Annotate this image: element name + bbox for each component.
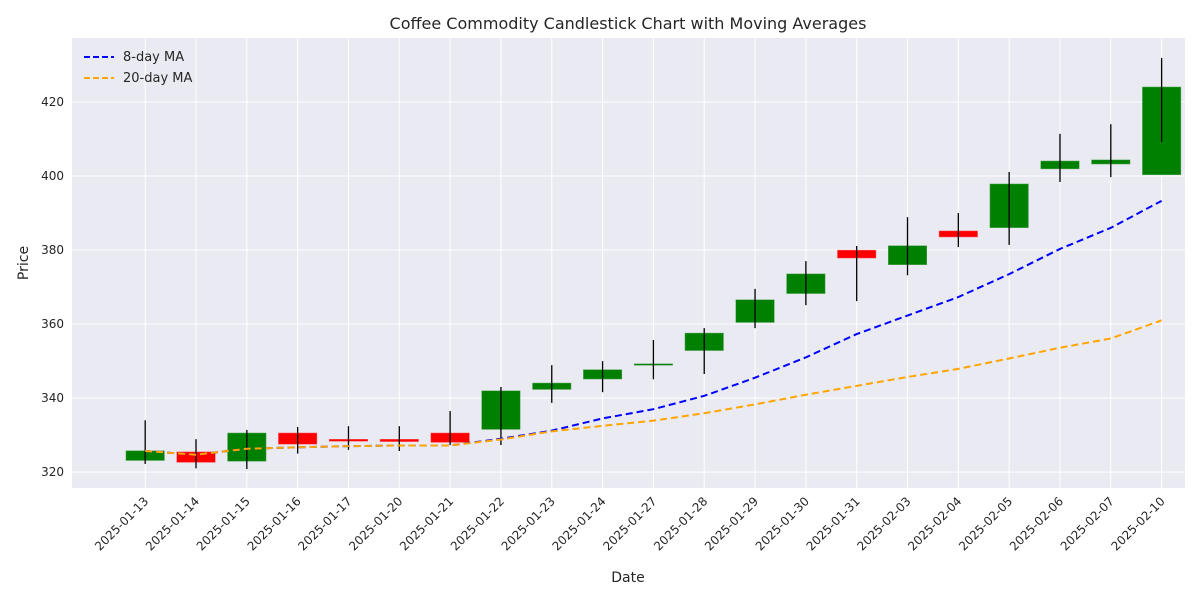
x-tick-label: 2025-01-16 (245, 494, 304, 553)
x-tick-label: 2025-01-27 (600, 494, 659, 553)
y-tick-label: 320 (41, 465, 64, 479)
y-tick-label: 340 (41, 391, 64, 405)
x-tick-label: 2025-01-29 (702, 494, 761, 553)
x-tick-label: 2025-01-23 (499, 494, 558, 553)
y-tick-label: 400 (41, 169, 64, 183)
x-tick-label: 2025-01-17 (295, 494, 354, 553)
ma-line-20day (145, 319, 1162, 456)
legend: 8-day MA 20-day MA (84, 50, 192, 86)
x-tick-label: 2025-02-07 (1058, 494, 1117, 553)
y-tick-label: 420 (41, 95, 64, 109)
x-tick-label: 2025-01-22 (448, 494, 507, 553)
x-tick-label: 2025-01-31 (804, 494, 863, 553)
x-tick-label: 2025-01-20 (346, 494, 405, 553)
x-tick-label: 2025-02-03 (854, 494, 913, 553)
x-tick-label: 2025-01-24 (549, 494, 608, 553)
x-tick-label: 2025-02-10 (1109, 494, 1168, 553)
x-tick-label: 2025-01-30 (753, 494, 812, 553)
y-tick-label: 360 (41, 317, 64, 331)
plot-area (72, 38, 1185, 488)
x-axis-label: Date (611, 570, 644, 586)
y-tick-label: 380 (41, 243, 64, 257)
y-axis-label: Price (16, 246, 32, 280)
x-tick-label: 2025-01-15 (194, 494, 253, 553)
x-tick-label: 2025-01-21 (397, 494, 456, 553)
legend-label: 20-day MA (123, 71, 192, 86)
chart-title: Coffee Commodity Candlestick Chart with … (390, 14, 867, 33)
x-tick-label: 2025-02-04 (905, 494, 964, 553)
x-tick-label: 2025-01-13 (92, 494, 151, 553)
x-tick-label: 2025-02-05 (956, 494, 1015, 553)
x-tick-label: 2025-01-14 (143, 494, 202, 553)
legend-label: 8-day MA (123, 50, 184, 65)
x-tick-label: 2025-02-06 (1007, 494, 1066, 553)
x-tick-label: 2025-01-28 (651, 494, 710, 553)
